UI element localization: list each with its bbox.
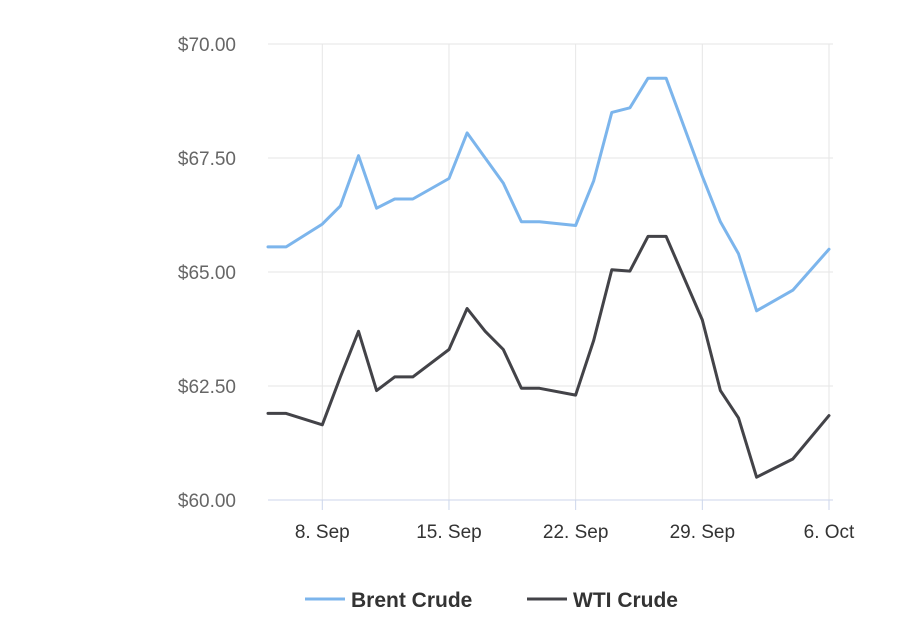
x-tick-label: 15. Sep (416, 522, 482, 543)
series-line-brent-crude[interactable] (266, 76, 831, 313)
axes: $60.00 $62.50 $65.00 $67.50 $70.00 8. Sep 15. … (178, 35, 855, 543)
x-tick-label: 29. Sep (670, 522, 736, 543)
y-tick-label: $67.50 (178, 149, 236, 170)
legend-label: WTI Crude (573, 589, 678, 612)
legend-item-wti-crude[interactable]: WTI Crude (527, 589, 678, 612)
series-line-wti-crude[interactable] (266, 234, 831, 479)
y-tick-label: $65.00 (178, 263, 236, 284)
x-tick-label: 8. Sep (295, 522, 350, 543)
legend[interactable]: Brent Crude WTI Crude (305, 589, 678, 612)
y-tick-label: $62.50 (178, 377, 236, 398)
series-lines (266, 76, 831, 479)
legend-label: Brent Crude (351, 589, 472, 612)
x-tick-label: 22. Sep (543, 522, 609, 543)
x-tick-label: 6. Oct (804, 522, 855, 543)
grid-lines (268, 43, 833, 501)
y-tick-label: $70.00 (178, 35, 236, 56)
y-tick-label: $60.00 (178, 491, 236, 512)
legend-item-brent-crude[interactable]: Brent Crude (305, 589, 472, 612)
